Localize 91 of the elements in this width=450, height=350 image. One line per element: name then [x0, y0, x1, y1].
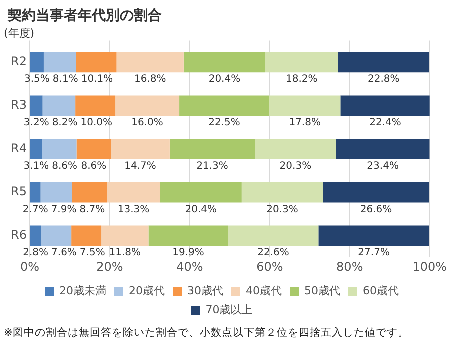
data-label: 2.8% — [23, 248, 49, 259]
bar — [42, 139, 77, 160]
data-label: 20.3% — [266, 204, 298, 216]
bar — [30, 226, 42, 246]
x-tick-label: 20% — [96, 260, 124, 274]
data-label: 26.6% — [360, 204, 392, 216]
data-label: 16.0% — [132, 118, 164, 129]
y-axis-title: (年度) — [4, 27, 35, 40]
bar — [76, 139, 112, 160]
data-label: 8.6% — [52, 160, 78, 172]
bar — [30, 182, 41, 203]
bar — [269, 96, 341, 116]
bar — [76, 96, 116, 116]
data-label: 7.6% — [52, 248, 77, 259]
x-tick-label: 100% — [412, 260, 448, 274]
bar — [184, 52, 266, 73]
data-label: 8.6% — [81, 160, 107, 172]
bar — [255, 139, 336, 160]
bar — [76, 52, 117, 73]
bar — [111, 139, 170, 160]
data-label: 7.9% — [51, 204, 77, 216]
data-label: 22.4% — [370, 118, 402, 129]
data-label: 18.2% — [286, 74, 318, 86]
data-label: 20.4% — [208, 74, 241, 86]
legend-label: 20歳未満 — [60, 284, 107, 298]
data-label: 21.3% — [196, 160, 228, 172]
legend-label: 20歳代 — [129, 284, 166, 298]
data-label: 22.8% — [368, 74, 400, 86]
data-label: 22.6% — [258, 248, 290, 259]
legend-label: 30歳代 — [188, 284, 224, 298]
bar — [170, 139, 256, 160]
data-label: 23.4% — [367, 160, 399, 172]
x-tick-label: 80% — [336, 260, 364, 274]
data-label: 10.1% — [81, 74, 114, 86]
y-tick-label: R6 — [10, 228, 27, 242]
bar — [72, 182, 108, 203]
data-label: 22.5% — [208, 118, 240, 129]
data-label: 7.5% — [80, 248, 106, 259]
text: ※図中の割合は無回答を除いた割合で、小数点以下第２位を四捨五入した値です。 — [3, 326, 410, 340]
data-label: 3.2% — [24, 118, 50, 129]
x-tick-label: 0% — [20, 260, 40, 274]
legend-label: 50歳代 — [304, 284, 340, 298]
data-label: 8.2% — [52, 118, 78, 129]
bar — [242, 182, 324, 203]
bar — [323, 182, 430, 203]
bar — [42, 96, 76, 116]
bar — [266, 52, 338, 73]
data-label: 16.8% — [134, 74, 166, 86]
data-label: 8.1% — [52, 74, 78, 86]
legend-label: 70歳以上 — [206, 303, 253, 316]
legend-label: 60歳代 — [362, 284, 399, 298]
bar — [338, 52, 430, 73]
bar — [318, 226, 430, 246]
y-tick-label: R4 — [10, 141, 27, 156]
data-label: 17.8% — [289, 118, 321, 129]
data-label: 20.4% — [185, 204, 218, 216]
bar — [148, 226, 228, 246]
bar — [40, 182, 72, 203]
bar — [107, 182, 160, 203]
bar — [160, 182, 242, 203]
data-label: 3.1% — [24, 160, 50, 172]
bar — [340, 96, 430, 116]
bar — [180, 96, 270, 116]
data-label: 27.7% — [358, 248, 390, 259]
bar — [116, 96, 180, 116]
data-label: 2.7% — [22, 204, 48, 216]
data-label: 19.9% — [172, 248, 204, 259]
y-tick-label: R5 — [10, 184, 27, 199]
y-tick-label: R2 — [10, 54, 27, 69]
bar — [116, 52, 184, 73]
bar — [30, 96, 43, 116]
data-label: 13.3% — [118, 204, 150, 216]
data-label: 14.7% — [124, 160, 156, 172]
bar — [44, 52, 76, 73]
data-label: 8.7% — [80, 204, 106, 216]
bar — [41, 226, 72, 246]
data-label: 20.3% — [280, 160, 312, 172]
y-tick-label: R3 — [10, 98, 27, 112]
data-label: 11.8% — [109, 248, 142, 259]
bar — [336, 139, 430, 160]
legend-label: 40歳代 — [246, 284, 282, 298]
data-label: 3.5% — [24, 74, 50, 86]
chart-title: 契約当事者年代別の割合 — [7, 7, 162, 24]
bar — [30, 139, 42, 160]
bar — [228, 226, 319, 246]
x-tick-label: 60% — [256, 260, 284, 274]
x-tick-label: 40% — [176, 260, 204, 274]
data-label: 10.0% — [80, 118, 113, 129]
bar — [102, 226, 149, 246]
bar — [30, 52, 44, 73]
bar — [72, 226, 102, 246]
